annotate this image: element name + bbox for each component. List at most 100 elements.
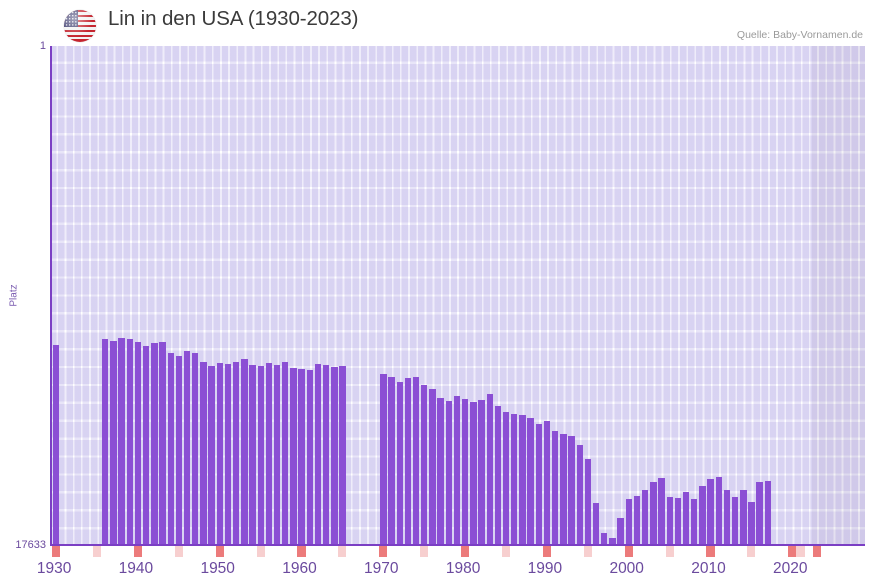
bar[interactable] bbox=[724, 490, 730, 546]
x-axis-tick-label: 1960 bbox=[282, 560, 316, 578]
bar[interactable] bbox=[413, 377, 419, 546]
bar[interactable] bbox=[421, 385, 427, 546]
bar[interactable] bbox=[568, 436, 574, 546]
bar[interactable] bbox=[127, 339, 133, 546]
bar[interactable] bbox=[707, 479, 713, 546]
bar[interactable] bbox=[225, 364, 231, 546]
bar[interactable] bbox=[519, 415, 525, 546]
x-tick-minor bbox=[338, 546, 346, 557]
bar[interactable] bbox=[748, 502, 754, 546]
bar[interactable] bbox=[388, 377, 394, 546]
x-tick-minor bbox=[257, 546, 265, 557]
bar[interactable] bbox=[102, 339, 108, 546]
bar[interactable] bbox=[552, 431, 558, 546]
bar[interactable] bbox=[176, 356, 182, 546]
bar[interactable] bbox=[266, 363, 272, 546]
x-axis-labels: 1930194019501960197019801990200020102020 bbox=[0, 560, 873, 584]
bar[interactable] bbox=[298, 369, 304, 546]
bar[interactable] bbox=[241, 359, 247, 546]
x-axis-tick-label: 2010 bbox=[691, 560, 725, 578]
bar[interactable] bbox=[495, 406, 501, 546]
bar[interactable] bbox=[168, 353, 174, 546]
bar[interactable] bbox=[315, 364, 321, 546]
bar[interactable] bbox=[683, 492, 689, 546]
bar[interactable] bbox=[217, 363, 223, 546]
x-tick-minor bbox=[93, 546, 101, 557]
bar[interactable] bbox=[470, 402, 476, 546]
bar[interactable] bbox=[454, 396, 460, 546]
bar[interactable] bbox=[642, 490, 648, 546]
bar[interactable] bbox=[135, 342, 141, 546]
bar[interactable] bbox=[691, 499, 697, 546]
chart-page: Lin in den USA (1930-2023) Quelle: Baby-… bbox=[0, 0, 873, 587]
bar[interactable] bbox=[110, 341, 116, 546]
bar[interactable] bbox=[437, 398, 443, 546]
bar[interactable] bbox=[151, 343, 157, 546]
bar[interactable] bbox=[429, 389, 435, 546]
bar[interactable] bbox=[208, 366, 214, 546]
bar[interactable] bbox=[397, 382, 403, 546]
bar[interactable] bbox=[192, 353, 198, 546]
bar[interactable] bbox=[667, 497, 673, 546]
x-tick-minor bbox=[584, 546, 592, 557]
bar-series bbox=[50, 46, 865, 546]
bar[interactable] bbox=[446, 401, 452, 546]
bar[interactable] bbox=[290, 368, 296, 546]
bar[interactable] bbox=[585, 459, 591, 546]
bar[interactable] bbox=[577, 445, 583, 546]
bar[interactable] bbox=[118, 338, 124, 546]
x-tick-major bbox=[706, 546, 714, 557]
bar[interactable] bbox=[184, 351, 190, 546]
bar[interactable] bbox=[307, 370, 313, 546]
bar[interactable] bbox=[249, 365, 255, 546]
bar[interactable] bbox=[233, 362, 239, 546]
bar[interactable] bbox=[527, 418, 533, 546]
bar[interactable] bbox=[765, 481, 771, 546]
bar[interactable] bbox=[274, 365, 280, 546]
bar[interactable] bbox=[544, 421, 550, 546]
bar[interactable] bbox=[159, 342, 165, 546]
bar[interactable] bbox=[617, 518, 623, 546]
bar[interactable] bbox=[323, 365, 329, 546]
bar[interactable] bbox=[503, 412, 509, 546]
x-axis-tick-label: 2020 bbox=[773, 560, 807, 578]
bar[interactable] bbox=[740, 490, 746, 546]
page-title: Lin in den USA (1930-2023) bbox=[108, 7, 358, 31]
usa-flag-icon bbox=[64, 10, 96, 42]
bar[interactable] bbox=[536, 424, 542, 546]
bar[interactable] bbox=[675, 498, 681, 546]
x-tick-major bbox=[216, 546, 224, 557]
bar[interactable] bbox=[716, 477, 722, 546]
y-axis-top-label: 1 bbox=[0, 40, 46, 52]
bar[interactable] bbox=[732, 497, 738, 546]
bar[interactable] bbox=[331, 367, 337, 546]
x-tick-major bbox=[134, 546, 142, 557]
bar[interactable] bbox=[634, 496, 640, 546]
bar[interactable] bbox=[339, 366, 345, 546]
bar[interactable] bbox=[53, 345, 59, 546]
x-tick-major bbox=[461, 546, 469, 557]
x-axis-ticks bbox=[50, 546, 865, 558]
bar[interactable] bbox=[487, 394, 493, 546]
bar[interactable] bbox=[478, 400, 484, 546]
x-axis-tick-label: 2000 bbox=[609, 560, 643, 578]
bar[interactable] bbox=[658, 478, 664, 546]
bar[interactable] bbox=[462, 399, 468, 546]
bar[interactable] bbox=[511, 414, 517, 546]
bar[interactable] bbox=[699, 486, 705, 546]
bar[interactable] bbox=[282, 362, 288, 546]
bar[interactable] bbox=[200, 362, 206, 546]
bar[interactable] bbox=[380, 374, 386, 546]
x-tick-major bbox=[297, 546, 305, 557]
y-axis-line bbox=[50, 46, 52, 546]
bar[interactable] bbox=[756, 482, 762, 546]
bar[interactable] bbox=[593, 503, 599, 546]
bar[interactable] bbox=[258, 366, 264, 546]
bar[interactable] bbox=[405, 378, 411, 546]
bar[interactable] bbox=[143, 346, 149, 546]
bar[interactable] bbox=[560, 434, 566, 546]
bar[interactable] bbox=[626, 499, 632, 546]
x-axis-tick-label: 1970 bbox=[364, 560, 398, 578]
bar[interactable] bbox=[650, 482, 656, 546]
x-axis-tick-label: 1930 bbox=[37, 560, 71, 578]
